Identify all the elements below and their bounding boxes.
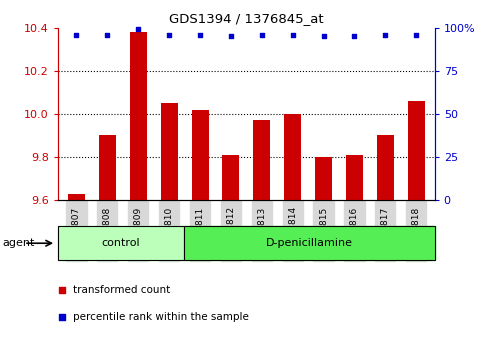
Text: percentile rank within the sample: percentile rank within the sample [73,313,249,322]
Bar [346,155,363,200]
Text: D-penicillamine: D-penicillamine [266,238,353,248]
Bar [408,101,425,200]
Bar [130,32,147,200]
Point [289,32,297,37]
Point [134,27,142,32]
Bar [222,155,240,200]
Point [320,33,327,39]
Bar [284,114,301,200]
Bar [58,226,184,260]
Point [165,32,173,37]
Point [227,33,235,39]
Point [72,32,80,37]
Point [412,32,420,37]
Point [277,175,284,181]
Bar [192,110,209,200]
Point [103,32,111,37]
Title: GDS1394 / 1376845_at: GDS1394 / 1376845_at [169,12,324,25]
Bar [253,120,270,200]
Point [258,32,266,37]
Point [382,32,389,37]
Text: transformed count: transformed count [73,285,170,295]
Text: agent: agent [2,238,35,248]
Bar [161,103,178,200]
Bar [68,194,85,200]
Point [196,32,204,37]
Bar [377,135,394,200]
Text: control: control [101,238,140,248]
Bar [184,226,435,260]
Bar [315,157,332,200]
Point [351,33,358,39]
Bar [99,135,116,200]
